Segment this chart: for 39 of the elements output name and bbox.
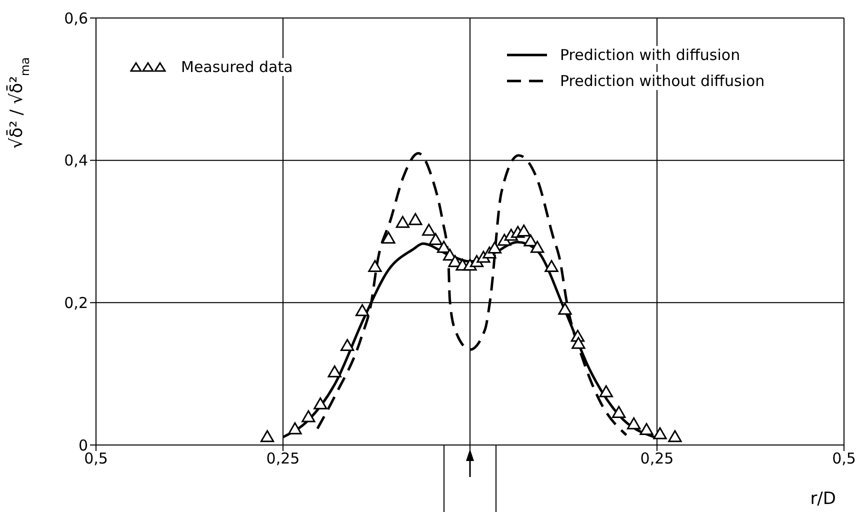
point xyxy=(302,410,316,422)
point xyxy=(448,255,462,268)
x-axis-title: r/D xyxy=(810,489,836,509)
point xyxy=(626,417,641,430)
x-tick-label: 0,25 xyxy=(640,450,674,468)
point xyxy=(530,240,544,253)
point xyxy=(288,422,302,434)
x-tick-label: 0,5 xyxy=(832,450,856,468)
legend-label: Measured data xyxy=(178,58,296,76)
point xyxy=(436,240,451,253)
point xyxy=(428,232,442,246)
point xyxy=(612,406,626,418)
point xyxy=(314,397,328,410)
point xyxy=(524,234,538,246)
point xyxy=(422,224,436,236)
point xyxy=(668,430,682,442)
legend-label: Prediction without diffusion xyxy=(557,72,768,90)
point xyxy=(640,423,654,436)
point xyxy=(653,427,667,440)
point xyxy=(368,260,382,272)
point xyxy=(488,242,502,254)
x-tick-label: 0,5 xyxy=(84,450,108,468)
point xyxy=(558,302,572,315)
point xyxy=(517,224,531,236)
point xyxy=(396,216,410,228)
point xyxy=(260,430,274,442)
point xyxy=(328,365,342,378)
legend-label: Prediction with diffusion xyxy=(557,46,744,64)
point xyxy=(340,339,354,352)
point xyxy=(382,232,396,244)
y-tick-label: 0,4 xyxy=(64,152,88,170)
y-tick-label: 0,6 xyxy=(64,9,88,28)
x-tick-label: 0,25 xyxy=(266,450,300,468)
point xyxy=(408,213,422,226)
y-tick-label: 0,2 xyxy=(64,294,88,312)
point xyxy=(355,304,370,316)
point xyxy=(572,336,586,349)
point xyxy=(544,260,558,272)
point xyxy=(599,385,613,398)
